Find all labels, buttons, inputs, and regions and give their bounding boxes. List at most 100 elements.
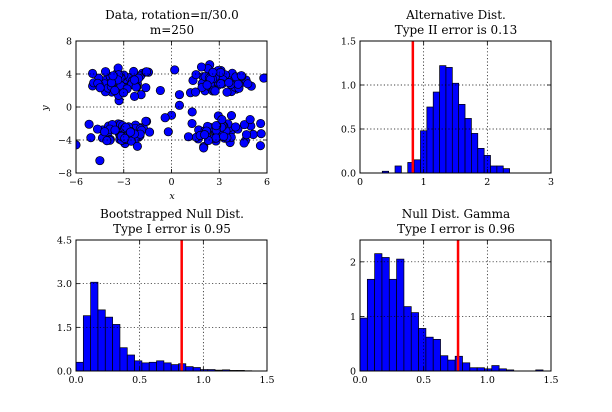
scatter-point: [145, 127, 155, 137]
histogram-bar: [185, 366, 194, 371]
scatter-point: [129, 75, 140, 85]
y-tick-label: 1.5: [341, 37, 356, 48]
x-tick-label: 0.0: [68, 375, 83, 386]
x-tick-label: 3: [548, 177, 554, 188]
scatter-point: [219, 131, 229, 142]
scatter-title: Data, rotation=π/30.0: [105, 8, 239, 22]
histogram-bar: [381, 170, 389, 173]
scatter-point: [187, 118, 197, 129]
scatter-point: [202, 80, 212, 90]
scatter-point: [216, 79, 226, 89]
y-tick-label: 3.0: [57, 279, 72, 290]
scatter-point: [183, 132, 194, 142]
scatter-point: [239, 138, 249, 148]
scatter-point: [84, 119, 94, 129]
bootstrapped-null-panel: Bootstrapped Null Dist. Type I error is …: [57, 207, 275, 386]
scatter-point: [129, 66, 139, 77]
null-gamma-panel: Null Dist. Gamma Type I error is 0.96 0.…: [350, 207, 559, 386]
y-tick-label: 0: [66, 103, 72, 114]
scatter-point: [187, 107, 197, 117]
histogram-bar: [458, 104, 466, 173]
histogram-bar: [426, 106, 434, 173]
y-tick-label: −4: [58, 136, 72, 147]
histogram-bar: [432, 91, 440, 173]
x-tick-label: −3: [117, 177, 131, 188]
y-tick-label: 0.0: [341, 169, 356, 180]
scatter-point: [256, 118, 266, 129]
y-tick-label: −8: [58, 169, 72, 180]
scatter-point: [102, 136, 112, 146]
scatter-point: [141, 116, 151, 126]
x-tick-label: 0.5: [132, 375, 147, 386]
alternative-dist-panel: Alternative Dist. Type II error is 0.13 …: [341, 8, 554, 188]
bootstrapped-null-title: Bootstrapped Null Dist.: [100, 207, 244, 221]
x-tick-label: 0: [357, 177, 363, 188]
x-tick-label: 6: [264, 177, 270, 188]
x-tick-label: 1.0: [196, 375, 211, 386]
scatter-point: [95, 83, 105, 93]
scatter-point: [110, 125, 120, 135]
scatter-point: [95, 156, 105, 166]
histogram-bar: [394, 165, 402, 173]
histogram-bar: [126, 354, 135, 371]
scatter-point: [256, 129, 266, 139]
x-tick-label: 0.0: [352, 375, 367, 386]
x-tick-label: 1.0: [480, 375, 495, 386]
histogram-bar: [163, 362, 172, 371]
scatter-point: [196, 62, 207, 72]
scatter-point: [245, 114, 255, 125]
histogram-bar: [439, 65, 447, 173]
histogram-bar: [97, 309, 106, 371]
y-tick-label: 4.5: [57, 236, 72, 247]
plot-content: [76, 60, 267, 166]
histogram-bar: [410, 312, 419, 371]
y-tick-label: 1: [350, 312, 356, 323]
scatter-point: [86, 133, 96, 143]
scatter-point: [199, 143, 209, 153]
scatter-point: [208, 67, 218, 77]
scatter-point: [239, 120, 249, 130]
scatter-point: [255, 141, 265, 151]
histogram-bar: [432, 338, 441, 371]
histogram-bar: [90, 281, 99, 371]
histogram-bar: [148, 361, 157, 371]
scatter-point: [108, 71, 118, 81]
y-tick-label: 1.0: [341, 81, 356, 92]
scatter-point: [211, 133, 221, 143]
histogram-bar: [491, 365, 500, 371]
scatter-point: [233, 79, 243, 89]
plot-content: [76, 281, 253, 371]
scatter-point: [241, 130, 252, 140]
histogram-bar: [413, 159, 421, 173]
bootstrapped-null-subtitle: Type I error is 0.95: [113, 222, 231, 236]
scatter-point: [231, 122, 241, 132]
histogram-bar: [447, 359, 456, 371]
x-tick-label: 0.5: [416, 375, 431, 386]
y-tick-label: 1.5: [57, 323, 72, 334]
plot-content: [381, 65, 510, 173]
histogram-bar: [112, 324, 121, 371]
scatter-point: [141, 83, 151, 93]
scatter-panel: Data, rotation=π/30.0 m=250 −6 −3 0 3 6 −8 −4 0…: [40, 8, 270, 202]
histogram-bar: [366, 278, 375, 371]
y-tick-label: 0.5: [341, 125, 356, 136]
y-tick-label: 8: [66, 37, 72, 48]
histogram-bar: [82, 315, 91, 371]
axes-frame: [75, 239, 268, 372]
histogram-bar: [381, 257, 390, 371]
histogram-bar: [462, 362, 471, 371]
histogram-bar: [418, 328, 427, 371]
histogram-bar: [374, 253, 383, 371]
histogram-bar: [464, 118, 472, 173]
x-tick-label: 2: [484, 177, 490, 188]
histogram-bar: [76, 361, 84, 371]
x-tick-label: 1: [421, 177, 427, 188]
histogram-bar: [134, 360, 143, 371]
scatter-point: [160, 113, 170, 123]
histogram-bar: [496, 165, 504, 173]
plot-content: [360, 253, 544, 371]
scatter-point: [100, 67, 111, 77]
scatter-point: [132, 141, 142, 151]
scatter-point: [200, 130, 210, 140]
